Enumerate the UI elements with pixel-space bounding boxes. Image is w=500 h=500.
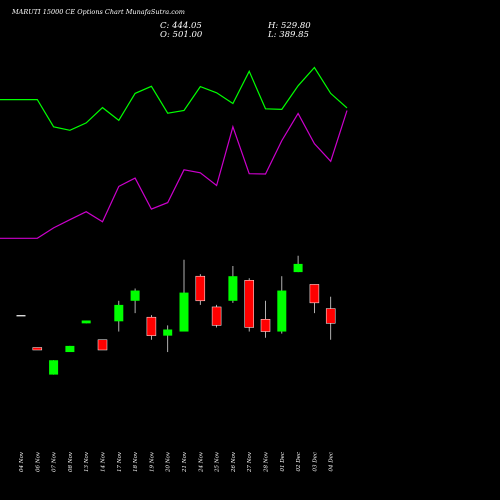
candle-body: [49, 360, 59, 375]
candle-body: [277, 290, 287, 332]
candle-body: [244, 280, 254, 328]
date-label: 04 Dec: [329, 452, 335, 472]
high-label: H: 529.80: [267, 21, 311, 31]
date-label: 01 Dec: [280, 452, 286, 472]
date-label: 17 Nov: [117, 451, 123, 472]
candle-body: [325, 308, 336, 324]
close-label: C: 444.05: [160, 21, 202, 31]
candle-body: [228, 276, 238, 301]
date-label: 08 Nov: [68, 451, 74, 472]
date-label: 07 Nov: [52, 451, 58, 472]
candle-body: [179, 292, 189, 332]
date-label: 25 Nov: [215, 451, 221, 473]
candles-group: [16, 255, 336, 375]
date-label: 13 Nov: [84, 451, 90, 472]
candle-body: [309, 284, 320, 304]
candle-body: [146, 316, 157, 336]
date-label: 27 Nov: [247, 451, 253, 473]
candle-body: [16, 315, 26, 317]
date-label: 21 Nov: [182, 451, 188, 473]
candle-body: [114, 304, 124, 322]
low-label: L: 389.85: [267, 30, 309, 40]
candle-body: [211, 306, 222, 326]
date-label: 19 Nov: [149, 451, 155, 472]
candle-body: [97, 339, 108, 351]
date-label: 02 Dec: [296, 452, 302, 472]
candle-body: [195, 275, 206, 302]
date-label: 03 Dec: [312, 452, 318, 472]
lower-band-line: [0, 110, 348, 239]
date-label: 06 Nov: [35, 451, 41, 472]
date-label: 04 Nov: [19, 451, 25, 472]
date-label: 20 Nov: [166, 451, 172, 473]
date-label: 28 Nov: [264, 451, 270, 473]
date-label: 26 Nov: [231, 451, 237, 473]
date-label: 24 Nov: [198, 451, 204, 473]
open-label: O: 501.00: [160, 30, 203, 40]
candle-body: [163, 329, 173, 336]
candle-body: [260, 319, 271, 332]
candle-body: [130, 290, 140, 301]
candle-body: [293, 263, 303, 273]
candle-body: [81, 320, 91, 324]
date-label: 14 Nov: [101, 451, 107, 472]
upper-band-line: [0, 66, 348, 131]
candle-body: [32, 347, 43, 351]
date-axis: 04 Nov 06 Nov 07 Nov 08 Nov 13 Nov 14 Nov 17 N…: [19, 451, 335, 473]
date-label: 18 Nov: [133, 451, 139, 472]
chart-title: MARUTI 15000 CE Options Chart MunafaSutr…: [11, 8, 185, 16]
candle-body: [65, 345, 75, 353]
